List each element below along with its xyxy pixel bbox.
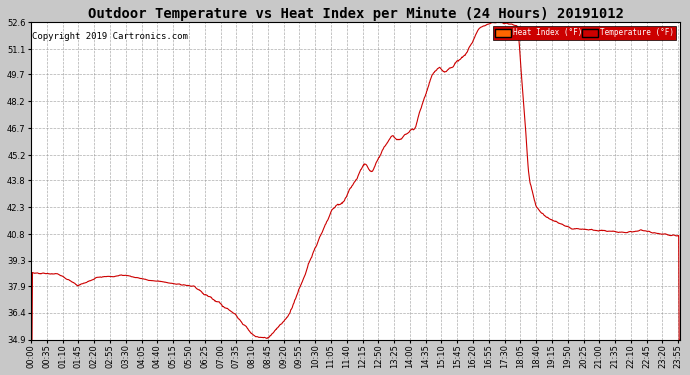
Title: Outdoor Temperature vs Heat Index per Minute (24 Hours) 20191012: Outdoor Temperature vs Heat Index per Mi… xyxy=(88,7,624,21)
Text: Copyright 2019 Cartronics.com: Copyright 2019 Cartronics.com xyxy=(32,32,188,41)
Legend: Heat Index (°F), Temperature (°F): Heat Index (°F), Temperature (°F) xyxy=(493,26,676,40)
